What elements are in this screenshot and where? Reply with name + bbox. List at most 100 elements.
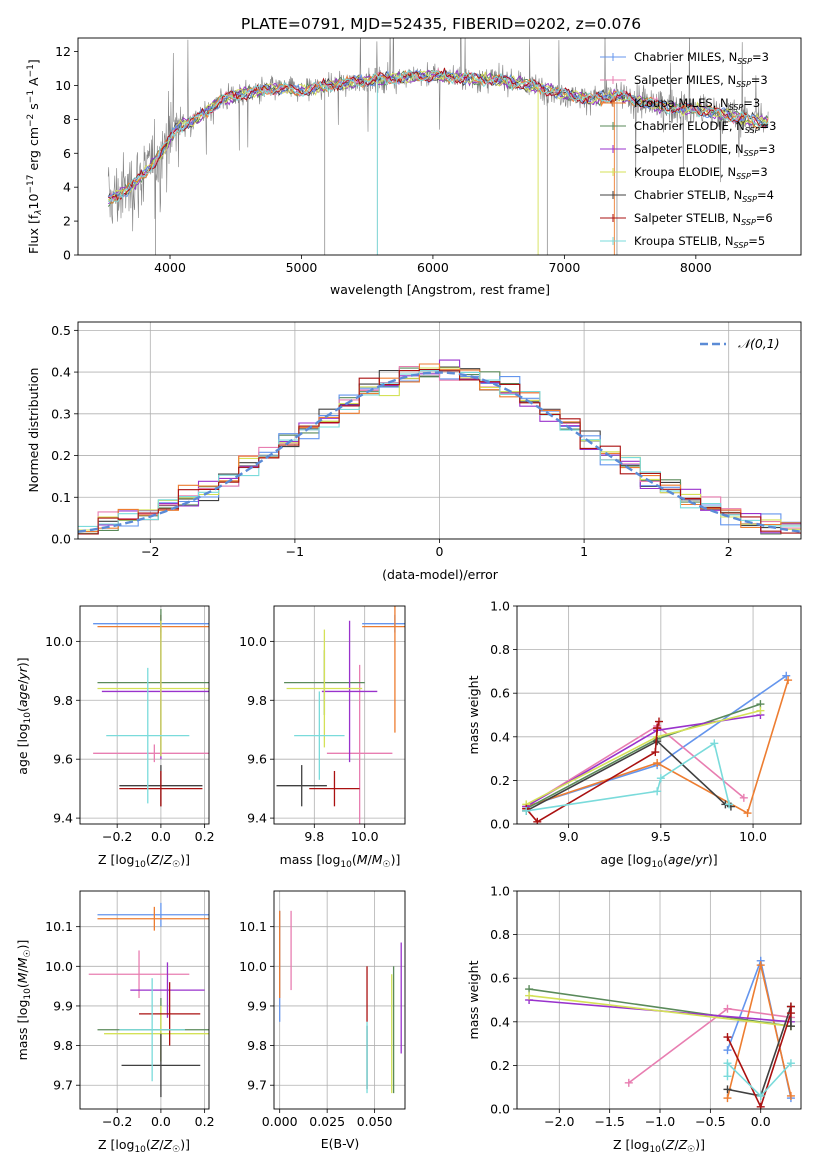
weight-marker: [782, 671, 791, 680]
x-tick-label: 8000: [680, 260, 712, 275]
y-tick-label: 4: [63, 180, 71, 195]
label-part: =3: [743, 96, 760, 110]
y-tick-label: 0.5: [51, 323, 71, 338]
y-tick-label: 0.2: [490, 1058, 510, 1073]
y-tick-label: 9.9: [247, 998, 267, 1013]
model-spectrum-2: [108, 69, 769, 204]
y-tick-label: 10.0: [239, 634, 267, 649]
errorbar-point-8: [119, 978, 185, 1082]
label-part: Salpeter MILES, N: [634, 73, 736, 87]
label-part: SSP: [736, 172, 751, 181]
label-part: SSP: [734, 241, 749, 250]
x-axis-label: mass [log10(M/M☉)]: [280, 852, 401, 870]
label-part: −1: [26, 90, 36, 103]
errorbar-point-0: [97, 902, 209, 927]
weight-marker: [651, 748, 660, 757]
x-tick-label: 9.8: [304, 829, 324, 844]
label-part: Kroupa ELODIE, N: [634, 165, 736, 179]
legend-entry: Salpeter STELIB, NSSP=6: [634, 211, 773, 227]
label-part: age: [668, 852, 692, 867]
legend-entry: Kroupa MILES, NSSP=3: [634, 96, 760, 112]
y-tick-label: 9.9: [53, 998, 73, 1013]
weight-marker: [653, 787, 662, 796]
weight-marker: [786, 1022, 795, 1031]
label-part: 10: [134, 860, 146, 870]
x-tick-label: 1: [580, 544, 588, 559]
errorbar-point-1: [88, 950, 190, 999]
x-tick-label: 9.5: [651, 829, 671, 844]
weight-series-5: [529, 994, 791, 1027]
x-tick-label: 2: [725, 544, 733, 559]
legend-entry: Chabrier ELODIE, NSSP=3: [634, 119, 776, 135]
label-part: ☉: [172, 860, 180, 870]
y-tick-label: 9.7: [247, 1078, 267, 1093]
label-part: 10: [649, 1145, 661, 1155]
y-tick-label: 9.8: [247, 693, 267, 708]
x-tick-label: 4000: [154, 260, 186, 275]
label-part: 10: [23, 712, 33, 724]
label-part: −17: [26, 175, 36, 194]
weight-marker: [756, 706, 765, 715]
label-part: /: [159, 1137, 164, 1152]
label-part: 10: [652, 860, 664, 870]
label-part: (: [663, 852, 668, 867]
plot-area: [517, 606, 801, 824]
y-tick-label: 0.4: [490, 729, 510, 744]
axes-frame: [77, 37, 802, 256]
model-spectrum-1: [108, 67, 769, 203]
label-part: (: [15, 983, 30, 988]
label-part: )]: [15, 940, 30, 950]
y-tick-label: 9.7: [53, 1078, 73, 1093]
weight-marker: [723, 1033, 732, 1042]
panel-weight_vs_Z: −2.0 −1.5 −1.0 −0.5 0.0 0.0 0.2 0.4 0.6 0.8 1.0 mas…: [466, 884, 802, 1155]
label-part: ☉: [687, 1145, 695, 1155]
x-tick-label: 0.2: [195, 1114, 215, 1129]
weight-series-3: [528, 988, 792, 1027]
x-tick-label: 0.0: [151, 1114, 171, 1129]
x-axis-label: E(B-V): [321, 1136, 360, 1151]
label-part: 10: [26, 193, 41, 209]
x-tick-label: 0.025: [309, 1114, 345, 1129]
histogram-step-2: [78, 363, 801, 533]
y-tick-label: 0.2: [51, 448, 71, 463]
y-tick-label: 0.0: [490, 1102, 510, 1117]
model-spectrum-4: [107, 69, 769, 205]
errorbar-point-8: [294, 691, 345, 780]
x-tick-label: 9.0: [559, 829, 579, 844]
x-tick-label: 6000: [417, 260, 449, 275]
weight-marker: [653, 724, 662, 733]
x-tick-label: −1: [286, 544, 304, 559]
x-tick-label: 10.0: [739, 829, 767, 844]
x-tick-label: −0.2: [102, 829, 132, 844]
label-part: mass [log: [15, 1000, 30, 1061]
x-tick-label: −2.0: [544, 1114, 574, 1129]
label-part: Z [log: [98, 1137, 134, 1152]
x-tick-label: 0.0: [751, 1114, 771, 1129]
weight-series-6: [525, 740, 732, 812]
legend-entry: Chabrier MILES, NSSP=3: [634, 50, 769, 66]
label-part: ]: [26, 59, 41, 64]
label-part: Z: [150, 852, 160, 867]
y-tick-label: 0.4: [490, 1014, 510, 1029]
label-part: −1: [26, 64, 36, 77]
label-part: /: [368, 852, 373, 867]
normal-reference-curve: [78, 371, 801, 533]
errorbar-point-5: [286, 629, 363, 748]
x-axis-label: wavelength [Angstrom, rest frame]: [330, 282, 550, 297]
y-axis-label: Normed distribution: [26, 368, 41, 493]
weight-marker: [786, 1002, 795, 1011]
label-part: (: [352, 852, 357, 867]
axes-frame: [79, 605, 210, 825]
legend-entry: Salpeter ELODIE, NSSP=3: [634, 142, 775, 158]
label-part: Chabrier ELODIE, N: [634, 119, 745, 133]
x-axis-label: (data-model)/error: [382, 567, 499, 582]
label-part: 10: [23, 988, 33, 1000]
errorbar-point-1: [93, 744, 209, 763]
x-axis-label: Z [log10(Z/Z☉)]: [98, 852, 190, 870]
label-part: Z: [665, 1137, 675, 1152]
label-part: /: [15, 679, 30, 684]
label-part: =5: [748, 234, 765, 248]
label-part: Flux [f: [26, 214, 41, 254]
label-part: SSP: [736, 80, 751, 89]
label-part: SSP: [729, 103, 744, 112]
